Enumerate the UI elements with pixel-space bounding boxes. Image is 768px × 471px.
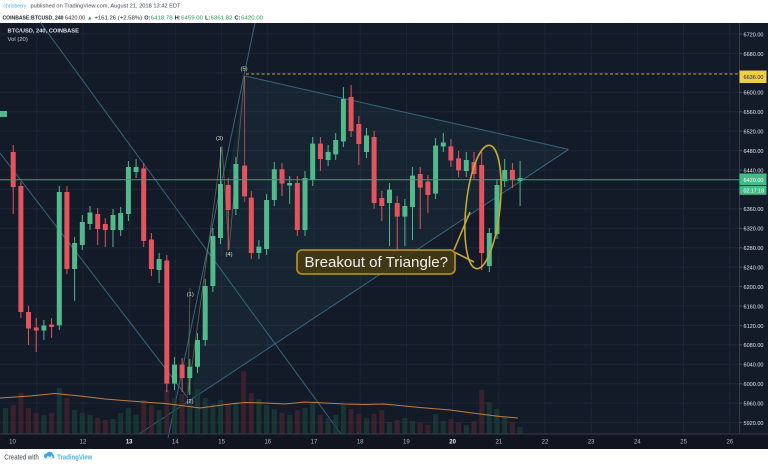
svg-text:L:: L: — [205, 15, 210, 21]
svg-text:10: 10 — [9, 440, 16, 446]
svg-text:6480.00: 6480.00 — [744, 149, 765, 155]
svg-text:H:: H: — [175, 15, 181, 21]
svg-text:14: 14 — [172, 440, 179, 446]
svg-text:(5): (5) — [240, 67, 247, 73]
svg-text:6680.00: 6680.00 — [744, 52, 765, 58]
svg-text:TradingView: TradingView — [57, 455, 92, 462]
svg-text:COINBASE:BTCUSD, 240: COINBASE:BTCUSD, 240 — [3, 15, 64, 21]
svg-text:5920.00: 5920.00 — [744, 421, 765, 427]
svg-text:26: 26 — [726, 440, 733, 446]
svg-text:6040.00: 6040.00 — [744, 363, 765, 369]
svg-text:6600.00: 6600.00 — [744, 91, 765, 97]
svg-text:17: 17 — [311, 440, 318, 446]
svg-text:chrisberry: chrisberry — [3, 4, 26, 10]
svg-text:O:: O: — [144, 15, 150, 21]
svg-text:20: 20 — [449, 440, 456, 446]
svg-text:6560.00: 6560.00 — [744, 110, 765, 116]
svg-text:6459.00: 6459.00 — [181, 15, 203, 21]
svg-text:6160.00: 6160.00 — [744, 304, 765, 310]
svg-text:(1): (1) — [187, 292, 194, 298]
svg-text:25: 25 — [680, 440, 687, 446]
svg-text:6418.78: 6418.78 — [151, 15, 173, 21]
svg-text:Breakout of Triangle?: Breakout of Triangle? — [305, 255, 449, 271]
svg-text:6200.00: 6200.00 — [744, 285, 765, 291]
svg-text:21: 21 — [495, 440, 502, 446]
svg-text:6440.00: 6440.00 — [744, 168, 765, 174]
svg-text:24: 24 — [634, 440, 641, 446]
svg-text:6080.00: 6080.00 — [744, 343, 765, 349]
svg-text:C:: C: — [235, 15, 241, 21]
svg-text:22: 22 — [542, 440, 549, 446]
svg-text:▲: ▲ — [87, 15, 92, 21]
svg-text:(2): (2) — [186, 399, 193, 405]
svg-text:6636.00: 6636.00 — [744, 75, 765, 81]
svg-text:6420.00: 6420.00 — [241, 15, 263, 21]
svg-text:19: 19 — [403, 440, 410, 446]
svg-text:18: 18 — [357, 440, 364, 446]
svg-text:16: 16 — [264, 440, 271, 446]
svg-text:(4): (4) — [225, 252, 232, 258]
svg-text:23: 23 — [588, 440, 595, 446]
svg-text:6320.00: 6320.00 — [744, 227, 765, 233]
svg-text:6361.82: 6361.82 — [211, 15, 233, 21]
svg-text:6420.00: 6420.00 — [65, 15, 85, 21]
svg-text:12: 12 — [80, 440, 87, 446]
svg-text:6280.00: 6280.00 — [744, 246, 765, 252]
svg-text:6520.00: 6520.00 — [744, 130, 765, 136]
svg-text:6240.00: 6240.00 — [744, 266, 765, 272]
svg-text:Created with: Created with — [4, 455, 39, 462]
svg-text:6420.00: 6420.00 — [744, 178, 765, 184]
svg-text:13: 13 — [126, 440, 133, 446]
svg-text:5960.00: 5960.00 — [744, 402, 765, 408]
svg-text:BTC/USD, 240, COINBASE: BTC/USD, 240, COINBASE — [8, 28, 80, 34]
svg-text:02:17:18: 02:17:18 — [744, 189, 765, 195]
svg-text:published on TradingView.com,: published on TradingView.com, August 21,… — [31, 4, 182, 10]
svg-text:(3): (3) — [216, 136, 223, 142]
svg-text:6720.00: 6720.00 — [744, 32, 765, 38]
svg-text:6360.00: 6360.00 — [744, 207, 765, 213]
svg-text:15: 15 — [218, 440, 225, 446]
svg-text:6000.00: 6000.00 — [744, 382, 765, 388]
svg-text:+161.26 (+2.58%): +161.26 (+2.58%) — [94, 15, 142, 21]
svg-text:Vol (20): Vol (20) — [8, 37, 28, 43]
svg-text:6120.00: 6120.00 — [744, 324, 765, 330]
